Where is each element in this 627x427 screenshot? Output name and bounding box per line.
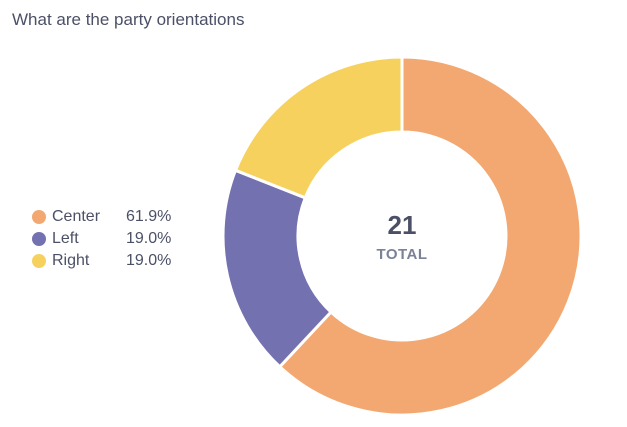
chart-title: What are the party orientations [12,10,245,29]
legend-value-center: 61.9% [126,208,172,225]
legend-item-right[interactable]: Right 19.0% [32,250,202,272]
legend-label-right: Right [52,252,90,269]
legend-value-left: 19.0% [126,230,172,247]
legend-value-right: 19.0% [126,252,172,269]
chart-legend: Center 61.9% Left 19.0% Right 19.0% [32,206,202,272]
legend-item-center[interactable]: Center 61.9% [32,206,202,228]
legend-swatch-center [32,210,46,224]
donut-slices [221,55,583,417]
donut-total-value: 21 [388,210,417,240]
donut-slice-right[interactable] [233,55,404,200]
legend-item-left[interactable]: Left 19.0% [32,228,202,250]
legend-swatch-left [32,232,46,246]
donut-slice-center[interactable] [278,55,583,417]
legend-label-left: Left [52,230,79,247]
legend-label-center: Center [52,208,101,225]
donut-slice-left[interactable] [221,168,333,369]
legend-swatch-right [32,254,46,268]
donut-total-label: TOTAL [376,246,427,263]
